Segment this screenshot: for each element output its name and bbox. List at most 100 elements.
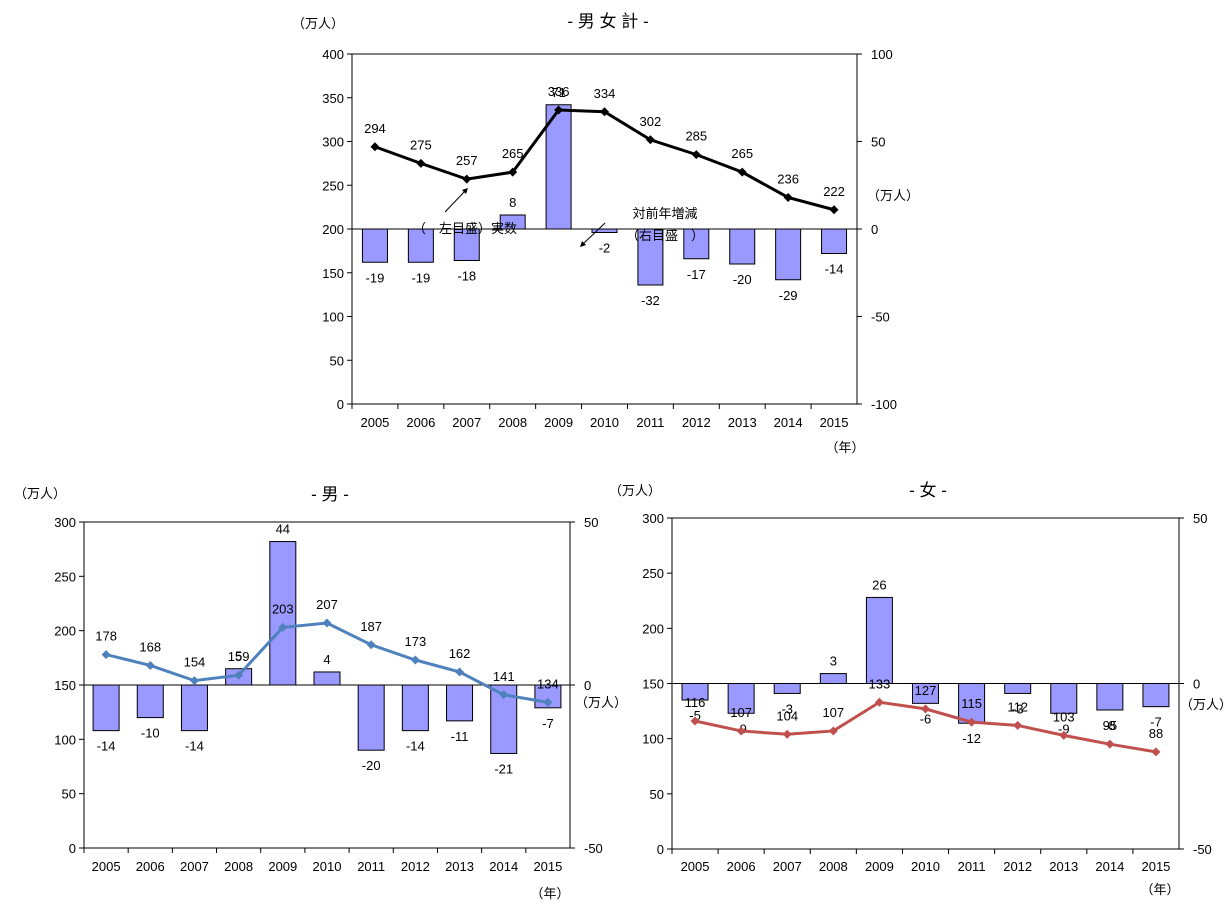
left-tick-label: 0 <box>337 397 344 412</box>
bar-2007 <box>180 684 208 732</box>
bar-data-label: 26 <box>872 577 886 592</box>
point-data-label: 203 <box>272 601 294 616</box>
point-data-label: 95 <box>1103 718 1117 733</box>
bar-2011 <box>958 683 986 724</box>
left-tick-label: 100 <box>54 732 76 747</box>
bar-2010 <box>912 683 939 704</box>
point-2009 <box>554 105 564 115</box>
bar-2015 <box>1142 683 1170 708</box>
point-2008 <box>508 167 518 177</box>
x-tick-label: 2015 <box>820 415 849 430</box>
bar-data-label: 5 <box>235 649 242 664</box>
bar-data-label: 71 <box>551 85 565 100</box>
right-tick-label: -50 <box>871 310 890 325</box>
x-tick-label: 2006 <box>406 415 435 430</box>
bar-2013 <box>1050 683 1078 714</box>
point-2006 <box>145 660 155 670</box>
point-data-label: 162 <box>449 646 471 661</box>
line-annotation-arrowhead <box>462 188 468 194</box>
point-data-label: 154 <box>184 655 206 670</box>
point-2013 <box>455 667 465 677</box>
point-data-label: 112 <box>1007 699 1028 714</box>
x-tick-label: 2009 <box>544 415 573 430</box>
point-data-label: 265 <box>731 146 753 161</box>
point-2006 <box>416 158 426 168</box>
bar-data-label: -5 <box>689 708 701 723</box>
x-tick-label: 2015 <box>533 859 562 874</box>
point-2014 <box>499 690 509 700</box>
bar-data-label: -3 <box>781 701 793 716</box>
left-tick-label: 250 <box>322 178 344 193</box>
point-data-label: 168 <box>139 639 161 654</box>
left-tick-label: 300 <box>642 511 664 526</box>
bar-data-label: -14 <box>185 739 204 754</box>
point-data-label: 115 <box>961 696 982 711</box>
x-tick-label: 2014 <box>489 859 518 874</box>
x-tick-label: 2008 <box>819 859 848 874</box>
x-tick-label: 2009 <box>268 859 297 874</box>
point-2007 <box>189 676 199 686</box>
chart-title: - 男 - <box>311 485 349 504</box>
point-data-label: 116 <box>685 695 706 710</box>
bar-2006 <box>407 228 434 263</box>
point-2012 <box>1013 720 1023 730</box>
bar-data-label: 44 <box>276 522 290 537</box>
x-tick-label: 2013 <box>728 415 757 430</box>
x-axis-unit: （年） <box>825 440 864 455</box>
x-tick-label: 2010 <box>313 859 342 874</box>
left-tick-label: 200 <box>54 624 76 639</box>
bar-data-label: -20 <box>362 758 381 773</box>
bar-data-label: -6 <box>920 711 932 726</box>
bar-data-label: -14 <box>825 262 844 277</box>
x-tick-label: 2006 <box>136 859 165 874</box>
x-tick-label: 2011 <box>958 859 986 874</box>
bar-2011 <box>637 228 664 286</box>
x-tick-label: 2014 <box>774 415 803 430</box>
point-data-label: 302 <box>640 114 662 129</box>
line-series <box>374 108 835 212</box>
point-2008 <box>234 670 244 680</box>
bar-data-label: -7 <box>542 716 554 731</box>
point-data-label: 134 <box>537 676 559 691</box>
point-2013 <box>1059 730 1069 740</box>
x-tick-label: 2015 <box>1141 859 1170 874</box>
left-tick-label: 200 <box>322 222 344 237</box>
point-2007 <box>782 729 792 739</box>
bar-2009 <box>269 541 297 686</box>
x-axis-unit: （年） <box>1140 882 1179 897</box>
right-tick-label: 0 <box>1193 677 1200 692</box>
left-tick-label: 150 <box>642 677 664 692</box>
point-2011 <box>967 717 977 727</box>
left-axis-unit: （万人） <box>292 16 344 31</box>
x-tick-label: 2011 <box>357 859 385 874</box>
point-2012 <box>691 150 701 160</box>
left-tick-label: 50 <box>330 353 344 368</box>
left-tick-label: 300 <box>54 515 76 530</box>
point-2012 <box>410 655 420 665</box>
left-tick-label: 300 <box>322 135 344 150</box>
left-tick-label: 200 <box>642 621 664 636</box>
bar-data-label: -19 <box>366 270 385 285</box>
left-tick-label: 100 <box>322 310 344 325</box>
point-2010 <box>600 107 609 117</box>
bar-2014 <box>1096 683 1124 711</box>
bar-data-label: -8 <box>1104 718 1116 733</box>
left-tick-label: 400 <box>322 47 344 62</box>
bar-data-label: -32 <box>641 293 660 308</box>
right-tick-label: 50 <box>871 135 885 150</box>
left-tick-label: 0 <box>657 842 664 857</box>
point-data-label: 133 <box>869 676 891 691</box>
bar-data-label: 4 <box>323 652 330 667</box>
bar-2007 <box>453 228 480 261</box>
point-data-label: 265 <box>502 146 524 161</box>
left-tick-label: 50 <box>62 787 76 802</box>
chart-0: - 男 女 計 - （万人） （万人） （年） 0 50 100 150 200 250 300 35… <box>292 12 919 455</box>
point-data-label: 334 <box>594 86 616 101</box>
point-data-label: 107 <box>822 705 844 720</box>
bar-2009 <box>865 596 893 684</box>
point-2015 <box>829 205 839 215</box>
chart-title: - 女 - <box>909 481 947 500</box>
x-axis-unit: （年） <box>530 886 569 901</box>
point-data-label: 104 <box>776 708 798 723</box>
x-tick-label: 2010 <box>590 415 619 430</box>
